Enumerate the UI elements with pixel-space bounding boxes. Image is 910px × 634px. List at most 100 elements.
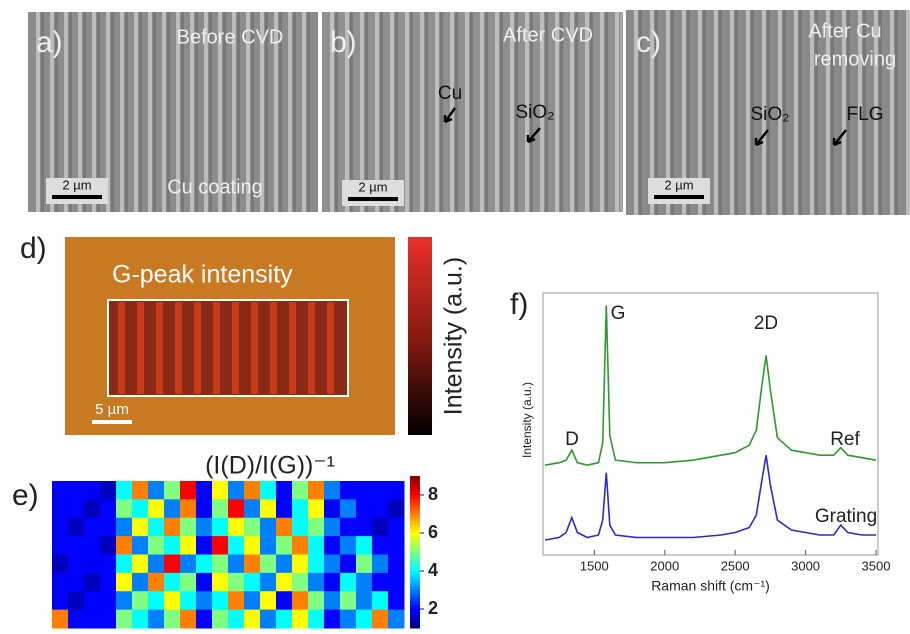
stripe-shadow	[620, 12, 623, 212]
annotation: SiO₂	[750, 104, 789, 125]
stripe-shadow	[153, 12, 156, 212]
stripe	[874, 10, 878, 215]
colorbar-step	[410, 590, 420, 595]
heatmap-cell	[116, 499, 133, 519]
arrow	[754, 129, 769, 147]
heatmap-cell	[196, 554, 213, 574]
heatmap-cell	[308, 499, 325, 519]
map-stripe	[289, 302, 296, 394]
heatmap-cell	[180, 591, 197, 611]
heatmap-cell	[196, 499, 213, 519]
heatmap-cell	[356, 554, 373, 574]
stripe-shadow	[69, 12, 72, 212]
scale-box	[648, 178, 710, 204]
panel-label: c)	[636, 26, 661, 59]
stripe-shadow	[167, 12, 170, 212]
colorbar-step	[410, 586, 420, 591]
heatmap-cell	[356, 499, 373, 519]
map-stripe	[232, 302, 239, 394]
heatmap-cell	[372, 572, 389, 592]
heatmap-cell	[148, 591, 165, 611]
heatmap-cell	[340, 517, 357, 537]
map-stripe	[156, 302, 163, 394]
scale-label: 5 µm	[95, 401, 129, 418]
stripe-shadow	[831, 10, 834, 215]
colorbar-step	[410, 616, 420, 621]
panel-label: b)	[330, 26, 357, 59]
heatmap-cell	[228, 536, 245, 555]
colorbar-step	[410, 552, 420, 557]
stripe	[615, 12, 619, 212]
heatmap-cell	[372, 481, 389, 500]
heatmap-cell	[164, 609, 181, 629]
heatmap-cell	[52, 536, 69, 555]
colorbar-tick-label: 6	[428, 522, 438, 542]
heatmap-cell	[260, 499, 277, 519]
heatmap-cell	[132, 572, 149, 592]
colorbar-step	[410, 563, 420, 568]
heatmap-cell	[340, 554, 357, 574]
heatmap-cell	[148, 481, 165, 500]
stripe	[148, 12, 152, 212]
stripe-shadow	[470, 12, 473, 212]
heatmap-cell	[212, 609, 229, 629]
map-stripe	[118, 302, 125, 394]
colorbar-tick-label: 8	[428, 484, 438, 504]
heatmap-cell	[324, 499, 341, 519]
heatmap-cell	[372, 536, 389, 555]
colorbar-step	[410, 491, 420, 496]
stripe	[92, 12, 96, 212]
annotation: Cu	[438, 83, 462, 104]
heatmap-cell	[100, 499, 117, 519]
heatmap-cell	[228, 572, 245, 592]
stripe-shadow	[687, 10, 690, 215]
heatmap-cell	[244, 609, 261, 629]
heatmap-cell	[276, 554, 293, 574]
heatmap-cell	[292, 609, 309, 629]
scale-label: 2 µm	[664, 177, 693, 192]
heatmap-cell	[132, 554, 149, 574]
stripe	[78, 12, 82, 212]
stripe	[746, 10, 750, 215]
stripe-shadow	[41, 12, 44, 212]
heatmap-cell	[276, 609, 293, 629]
stripe-shadow	[719, 10, 722, 215]
heatmap-cell	[324, 554, 341, 574]
heatmap-cell	[372, 609, 389, 629]
stripe	[525, 12, 529, 212]
colorbar-step	[410, 605, 420, 610]
stripe-shadow	[879, 10, 882, 215]
heatmap-cell	[340, 481, 357, 500]
heatmap-cell	[68, 572, 85, 592]
stripe	[778, 10, 782, 215]
stripe	[495, 12, 499, 212]
stripe	[510, 12, 514, 212]
stripe-shadow	[655, 10, 658, 215]
heatmap-cell	[308, 554, 325, 574]
heatmap-cell	[356, 481, 373, 500]
heatmap-cell	[132, 481, 149, 500]
stripe	[176, 12, 180, 212]
scale-box	[342, 180, 404, 206]
heatmap-cell	[292, 517, 309, 537]
heatmap-cell	[100, 517, 117, 537]
heatmap-cell	[276, 499, 293, 519]
colorbar-step	[410, 567, 420, 572]
stripe-shadow	[395, 12, 398, 212]
heatmap-cell	[196, 609, 213, 629]
map-stripe	[270, 302, 277, 394]
heatmap-cell	[180, 609, 197, 629]
stripe	[64, 12, 68, 212]
panel-title: After CVD	[503, 24, 593, 46]
stripe	[585, 12, 589, 212]
stripe-shadow	[365, 12, 368, 212]
x-tick-label: 2000	[650, 558, 679, 573]
stripe	[682, 10, 686, 215]
heatmap-cell	[116, 572, 133, 592]
heatmap-cell	[292, 499, 309, 519]
heatmap-cell	[372, 499, 389, 519]
heatmap-cell	[228, 499, 245, 519]
heatmap-cell	[196, 536, 213, 555]
heatmap-cell	[228, 609, 245, 629]
stripe	[826, 10, 830, 215]
